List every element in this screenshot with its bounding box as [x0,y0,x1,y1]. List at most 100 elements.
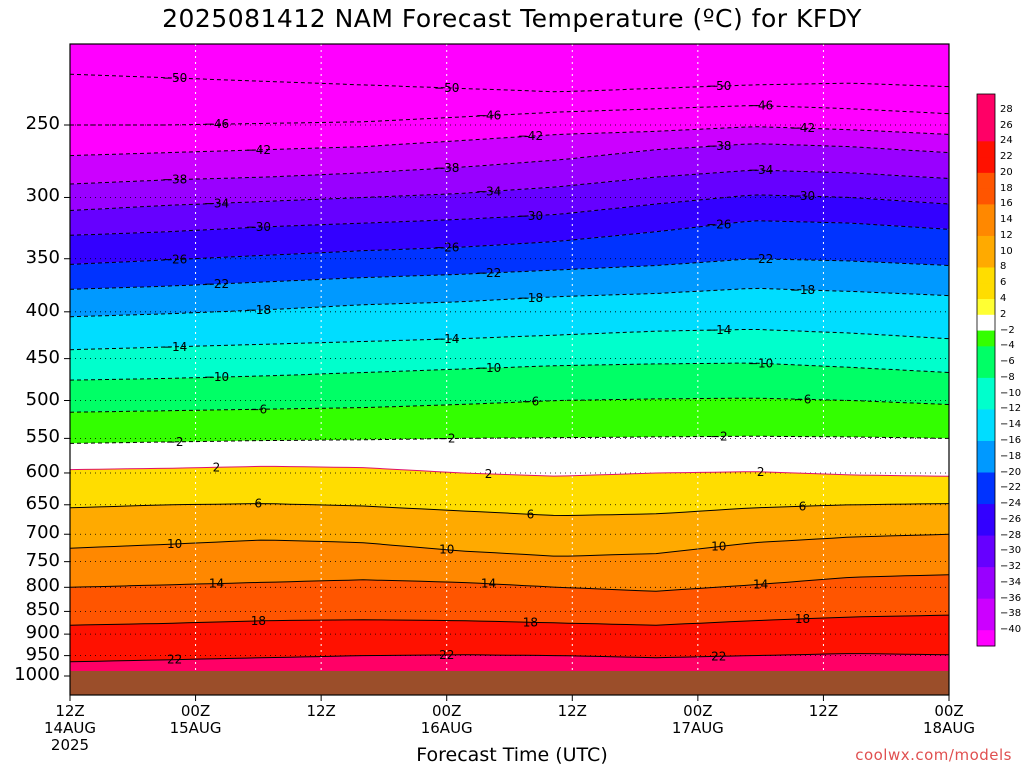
colorbar-tick-label: 4 [1000,293,1007,305]
colorbar-swatch [977,504,995,521]
isotherm-label: −18 [790,283,815,297]
isotherm-label: −38 [706,139,731,153]
x-tick-label: 12Z [808,702,839,720]
colorbar-tick-label: 12 [1000,229,1013,241]
colorbar-tick-label: 16 [1000,198,1013,210]
isotherm-label: 10 [711,540,726,554]
colorbar-tick-label: 22 [1000,151,1013,163]
temp-band [70,329,949,381]
colorbar-swatch [977,157,995,174]
colorbar-tick-label: 20 [1000,166,1013,178]
isotherm-label: −50 [162,71,187,85]
isotherm-label: 6 [799,499,807,513]
isotherm-label: −46 [204,117,229,131]
colorbar-tick-label: −12 [1000,403,1022,415]
colorbar-tick-label: −26 [1000,513,1022,525]
isotherm-label: 18 [523,615,538,629]
y-tick-label: 350 [25,246,60,268]
isotherm-label: −46 [748,99,773,113]
temp-band [70,503,949,557]
y-tick-label: 750 [25,549,60,571]
x-tick-label: 00Z 17AUG [671,702,724,737]
colorbar-frame [976,93,996,647]
isotherm-label: 22 [439,648,454,662]
y-tick-label: 300 [25,185,60,207]
isotherm-line [70,465,949,477]
colorbar-swatch [977,299,995,316]
isotherm-label: 18 [795,612,810,626]
isotherm-label: −14 [162,340,187,354]
isotherm-label: −6 [250,402,268,416]
colorbar-swatch [977,551,995,568]
isotherm-label: −30 [790,189,815,203]
colorbar-swatch [977,488,995,505]
isotherm-line [70,653,949,663]
temp-band [70,288,949,350]
isotherm-label: 6 [255,497,263,511]
temp-band [70,534,949,592]
isotherm-label: −34 [204,196,229,210]
temp-band [70,258,949,317]
isotherm-label: −18 [518,291,543,305]
x-axis-ticks [69,695,950,701]
ground-below-surface [70,671,949,695]
colorbar-tick-label: 6 [1000,277,1007,289]
isotherm-line [70,503,949,517]
x-axis-title: Forecast Time (UTC) [416,744,608,766]
colorbar-tick-label: −30 [1000,545,1022,557]
colorbar-tick-label: 10 [1000,245,1013,257]
colorbar-swatch [977,409,995,426]
temp-band [70,194,949,265]
colorbar-tick-label: 26 [1000,119,1013,131]
colorbar-swatch [977,535,995,552]
isotherm-label: −22 [204,277,229,291]
colorbar-swatch [977,582,995,600]
colorbar-swatch [977,614,995,631]
x-tick-label: 00Z 16AUG [420,702,473,737]
isotherm-label: 6 [527,507,535,521]
temp-band [70,126,949,184]
y-tick-label: 700 [25,522,60,544]
colorbar-swatch [977,346,995,363]
colorbar-swatch [977,283,995,300]
colorbar-swatch [977,440,995,458]
grid-lines [70,44,949,695]
x-tick-label: 00Z 15AUG [169,702,222,737]
colorbar-swatch [977,630,995,647]
y-tick-label: 950 [25,643,60,665]
chart-title: 2025081412 NAM Forecast Temperature (ºC)… [162,4,862,33]
isotherm-label: −34 [748,163,773,177]
y-tick-label: 450 [25,346,60,368]
temp-band [70,615,949,662]
isotherm-label: −42 [790,121,815,135]
isotherm-label: −50 [706,79,731,93]
temp-band [70,74,949,125]
colorbar-swatch [977,267,995,284]
y-tick-label: 600 [25,460,60,482]
temp-band [70,398,949,444]
isotherm-label: −46 [476,109,501,123]
colorbar-tick-label: −32 [1000,561,1022,573]
colorbar-tick-label: 24 [1000,135,1013,147]
colorbar-tick-label: −2 [1000,324,1015,336]
isotherm-label: 10 [439,543,454,557]
colorbar-tick-label: −20 [1000,466,1022,478]
colorbar-tick-label: 28 [1000,103,1013,115]
colorbar-tick-label: 8 [1000,261,1007,273]
isotherm-label: −42 [518,129,543,143]
isotherm-label: −34 [476,185,501,199]
colorbar-swatch [977,598,995,615]
colorbar-tick-label: −40 [1000,624,1022,636]
isotherm-label: −38 [434,161,459,175]
isotherm-line [70,614,949,626]
y-tick-label: 850 [25,599,60,621]
x-tick-label: 12Z [557,702,587,720]
colorbar-swatch [977,362,995,379]
isotherm-line [70,533,949,557]
y-tick-label: 900 [25,622,60,644]
isotherm-label: −14 [434,332,459,346]
y-tick-label: 800 [25,575,60,597]
isotherm-label: −42 [246,143,271,157]
isotherm-label: −22 [476,266,501,280]
